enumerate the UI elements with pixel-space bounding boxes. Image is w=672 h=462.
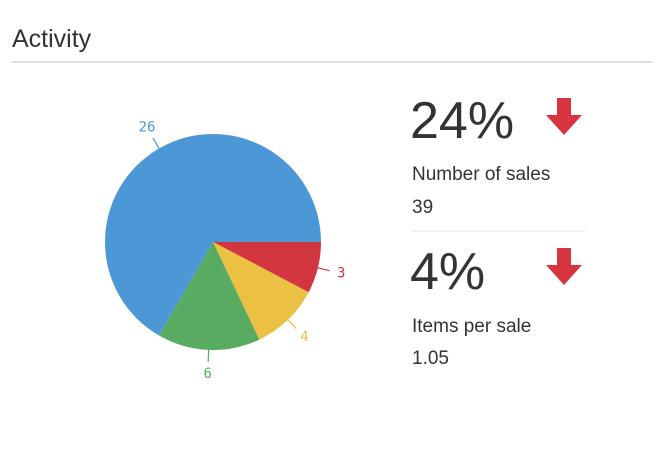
leader-line bbox=[317, 267, 330, 272]
stat-count: 1.05 bbox=[412, 348, 449, 369]
stat-count: 39 bbox=[412, 197, 433, 218]
data-label: 3 bbox=[337, 266, 345, 282]
pie-slice bbox=[213, 242, 321, 293]
leader-line bbox=[287, 319, 297, 329]
stat-label: Items per sale bbox=[412, 316, 531, 337]
down-arrow-icon bbox=[546, 248, 582, 285]
stat-value: 24% bbox=[410, 92, 514, 150]
data-label: 26 bbox=[139, 120, 156, 136]
pie-chart: 3 4 6 26 bbox=[105, 120, 345, 382]
down-arrow-icon bbox=[546, 98, 582, 135]
stat-label: Number of sales bbox=[412, 164, 550, 185]
pie-slice bbox=[159, 242, 260, 350]
pie-slice bbox=[105, 133, 321, 336]
widget-title: Activity bbox=[12, 25, 92, 53]
leader-line bbox=[152, 137, 160, 149]
data-label: 4 bbox=[300, 329, 308, 345]
stat-value: 4% bbox=[410, 243, 485, 301]
pie-slice bbox=[213, 242, 309, 340]
data-label: 6 bbox=[203, 366, 211, 382]
